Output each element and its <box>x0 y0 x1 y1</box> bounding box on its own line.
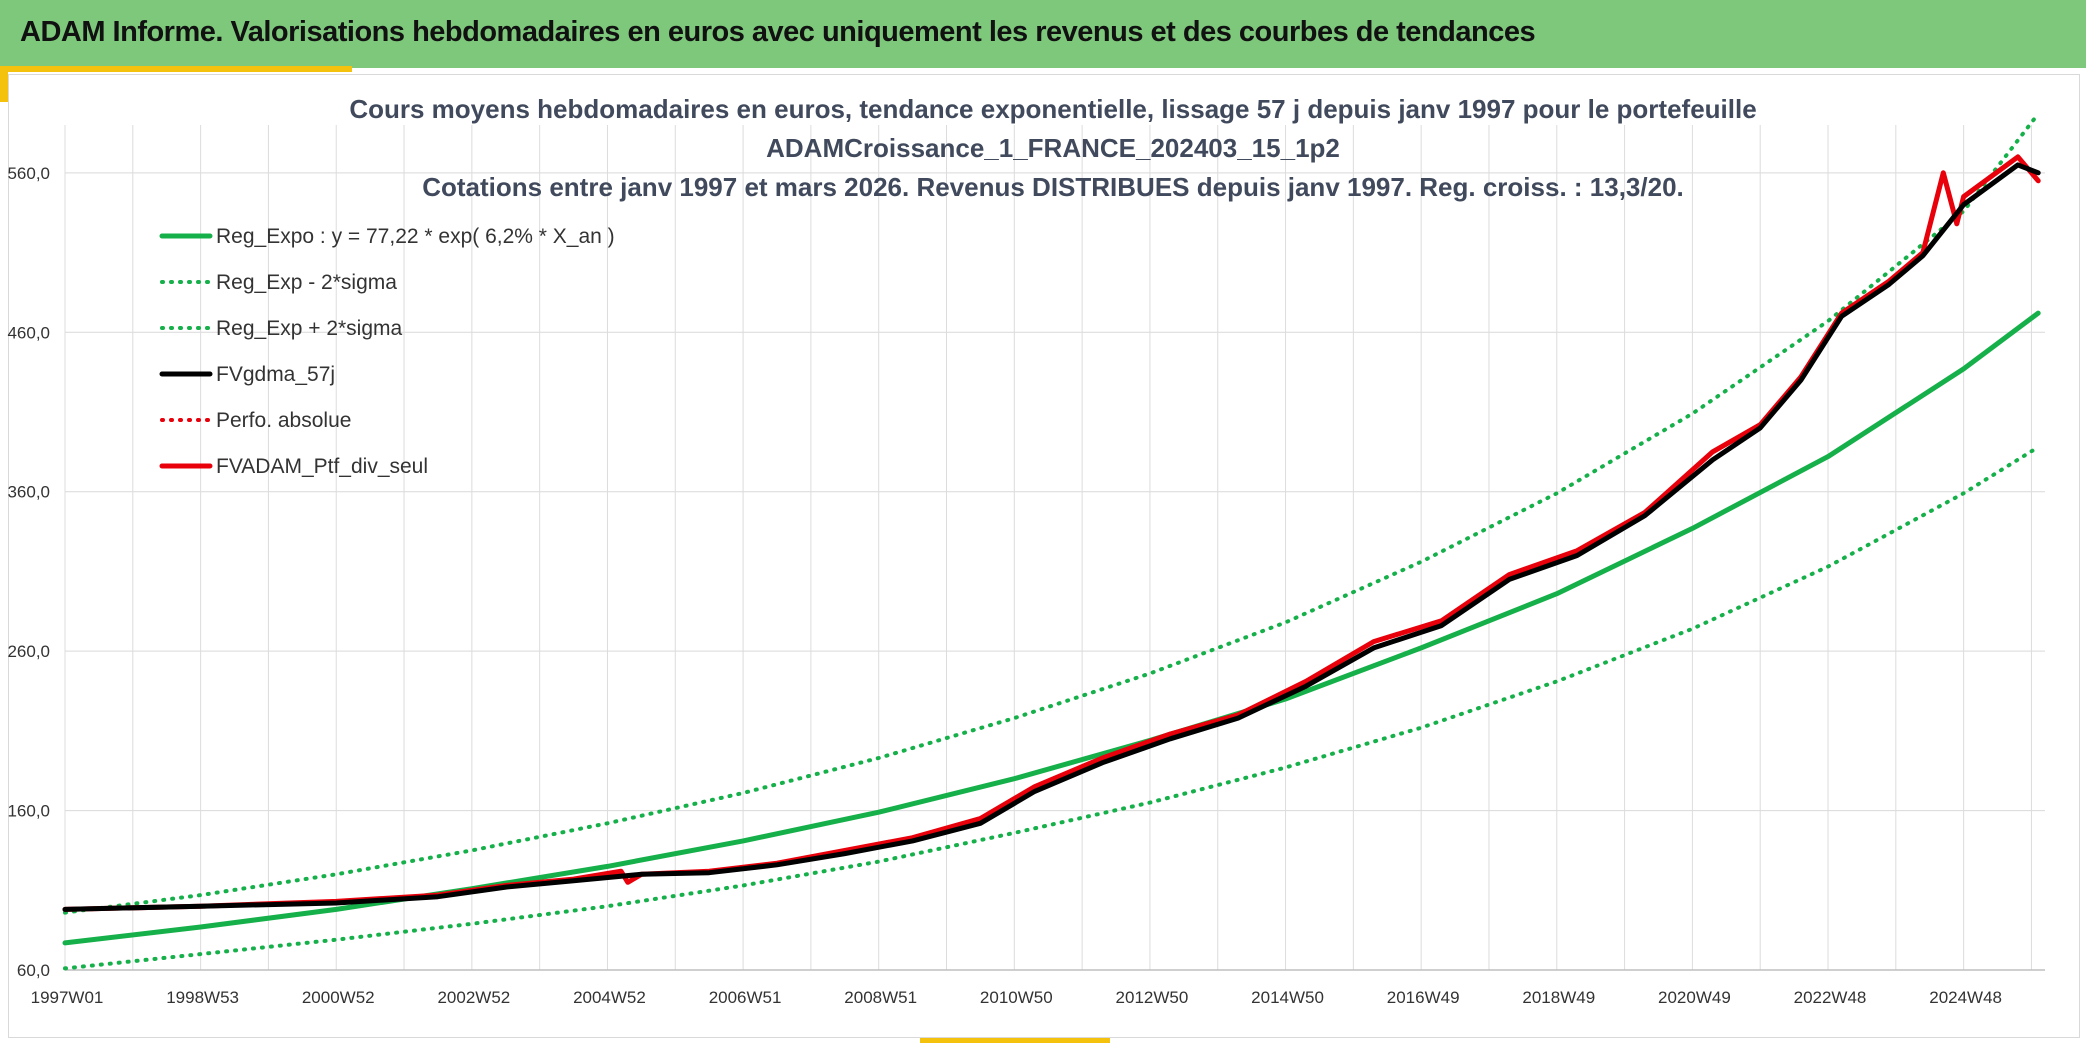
chart-title-line-2: ADAMCroissance_1_FRANCE_202403_15_1p2 <box>766 133 1340 163</box>
y-tick-label: 560,0 <box>7 164 50 183</box>
legend: Reg_Expo : y = 77,22 * exp( 6,2% * X_an … <box>159 225 615 478</box>
y-tick-label: 60,0 <box>17 961 50 980</box>
y-axis: 60,0 160,0 260,0 360,0 460,0 560,0 <box>7 164 50 980</box>
x-tick-label: 2022W48 <box>1794 988 1867 1007</box>
x-tick-label: 2006W51 <box>709 988 782 1007</box>
series-line-reg-exp-2-sigma <box>63 445 2041 971</box>
x-tick-label: 2004W52 <box>573 988 646 1007</box>
x-tick-label: 2010W50 <box>980 988 1053 1007</box>
legend-label: Perfo. absolue <box>216 409 351 432</box>
x-tick-label: 2000W52 <box>302 988 375 1007</box>
series-line-fvgdma-57j <box>62 162 2041 912</box>
x-tick-label: 2014W50 <box>1251 988 1324 1007</box>
x-axis: 1997W01 1998W53 2000W52 2002W52 2004W52 2006W… <box>31 988 2002 1007</box>
y-tick-label: 160,0 <box>7 802 50 821</box>
grid <box>64 125 2045 971</box>
header-banner: ADAM Informe. Valorisations hebdomadaire… <box>0 0 2086 68</box>
x-tick-label: 2002W52 <box>437 988 510 1007</box>
x-tick-label: 2016W49 <box>1387 988 1460 1007</box>
x-tick-label: 2024W48 <box>1929 988 2002 1007</box>
x-tick-label: 1998W53 <box>166 988 239 1007</box>
series-line-fvadam-ptf-div-seul <box>62 154 2041 912</box>
x-tick-label: 1997W01 <box>31 988 104 1007</box>
accent-bottom-bar <box>920 1037 1110 1043</box>
x-tick-label: 2008W51 <box>844 988 917 1007</box>
x-tick-label: 2012W50 <box>1116 988 1189 1007</box>
x-tick-label: 2020W49 <box>1658 988 1731 1007</box>
y-tick-label: 360,0 <box>7 483 50 502</box>
chart-title-line-3: Cotations entre janv 1997 et mars 2026. … <box>422 172 1684 202</box>
y-tick-label: 460,0 <box>7 323 50 342</box>
legend-label: FVgdma_57j <box>216 363 335 386</box>
chart-title-line-1: Cours moyens hebdomadaires en euros, ten… <box>349 94 1756 124</box>
legend-label: FVADAM_Ptf_div_seul <box>216 455 428 478</box>
accent-bar <box>0 66 352 72</box>
accent-left-bar <box>0 66 8 102</box>
series-line-reg-exp-2-sigma <box>63 111 2041 915</box>
chart-frame <box>8 74 2080 1038</box>
x-tick-label: 2018W49 <box>1522 988 1595 1007</box>
legend-label: Reg_Exp - 2*sigma <box>216 271 397 294</box>
page-title: ADAM Informe. Valorisations hebdomadaire… <box>20 16 1536 48</box>
legend-label: Reg_Exp + 2*sigma <box>216 317 403 340</box>
legend-label: Reg_Expo : y = 77,22 * exp( 6,2% * X_an … <box>216 225 615 248</box>
chart-title: Cours moyens hebdomadaires en euros, ten… <box>349 94 1756 202</box>
y-tick-label: 260,0 <box>7 642 50 661</box>
series-group <box>62 111 2041 971</box>
series-line-reg-expo <box>62 310 2041 946</box>
